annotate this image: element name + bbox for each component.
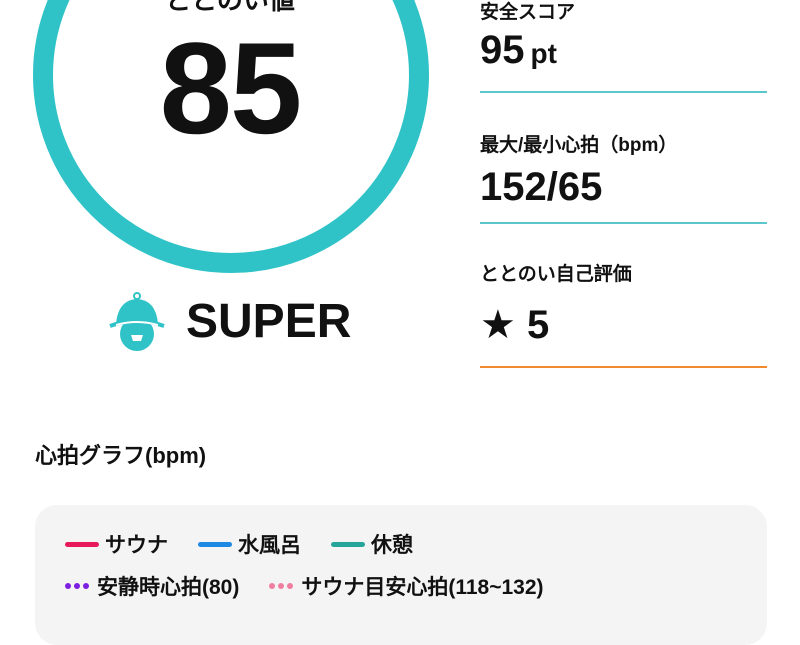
divider <box>480 222 767 224</box>
stat-self-rating: ととのい自己評価 ★ 5 <box>480 259 767 348</box>
line-swatch <box>331 541 365 547</box>
stat-label: ととのい自己評価 <box>480 264 632 285</box>
line-swatch <box>198 541 232 547</box>
score-label: ととのい値 <box>165 0 295 15</box>
rank-text: SUPER <box>186 294 352 348</box>
stat-safety-score: 安全スコア 95 pt <box>480 0 767 73</box>
dotted-swatch <box>269 583 294 589</box>
legend-label: サウナ目安心拍(118~132) <box>301 576 544 599</box>
divider <box>480 366 767 368</box>
dotted-swatch <box>65 583 89 589</box>
divider <box>480 91 767 93</box>
line-swatch <box>65 541 99 547</box>
legend-row: サウナ 水風呂 休憩 <box>65 529 443 559</box>
stat-label: 安全スコア <box>480 2 576 23</box>
legend-resting-hr: 安静時心拍(80) <box>65 571 239 601</box>
legend-label: サウナ <box>105 534 168 557</box>
heart-rate-graph-title: 心拍グラフ(bpm) <box>35 443 207 468</box>
heart-rate-graph-card: サウナ 水風呂 休憩 安静時心拍(80) サウナ目安心拍(118~132) <box>35 505 767 645</box>
stat-label: 最大/最小心拍（bpm） <box>480 135 678 156</box>
legend-label: 休憩 <box>371 534 413 557</box>
stat-value: 95 <box>480 28 525 72</box>
stat-value: 152/65 <box>480 165 603 209</box>
legend-label: 安静時心拍(80) <box>97 576 240 599</box>
legend-rest: 休憩 <box>331 529 413 559</box>
score-value: 85 <box>159 15 303 161</box>
legend-row: 安静時心拍(80) サウナ目安心拍(118~132) <box>65 571 574 601</box>
legend-sauna-target-hr: サウナ目安心拍(118~132) <box>269 571 544 601</box>
legend-label: 水風呂 <box>238 534 301 557</box>
legend-cold-bath: 水風呂 <box>198 529 301 559</box>
rank-badge: SUPER <box>108 290 351 352</box>
stat-heart-rate: 最大/最小心拍（bpm） 152/65 <box>480 130 767 210</box>
stat-value: ★ 5 <box>480 303 550 347</box>
stat-unit: pt <box>530 38 557 69</box>
legend-sauna: サウナ <box>65 529 168 559</box>
bell-helmet-face-icon <box>109 292 165 351</box>
